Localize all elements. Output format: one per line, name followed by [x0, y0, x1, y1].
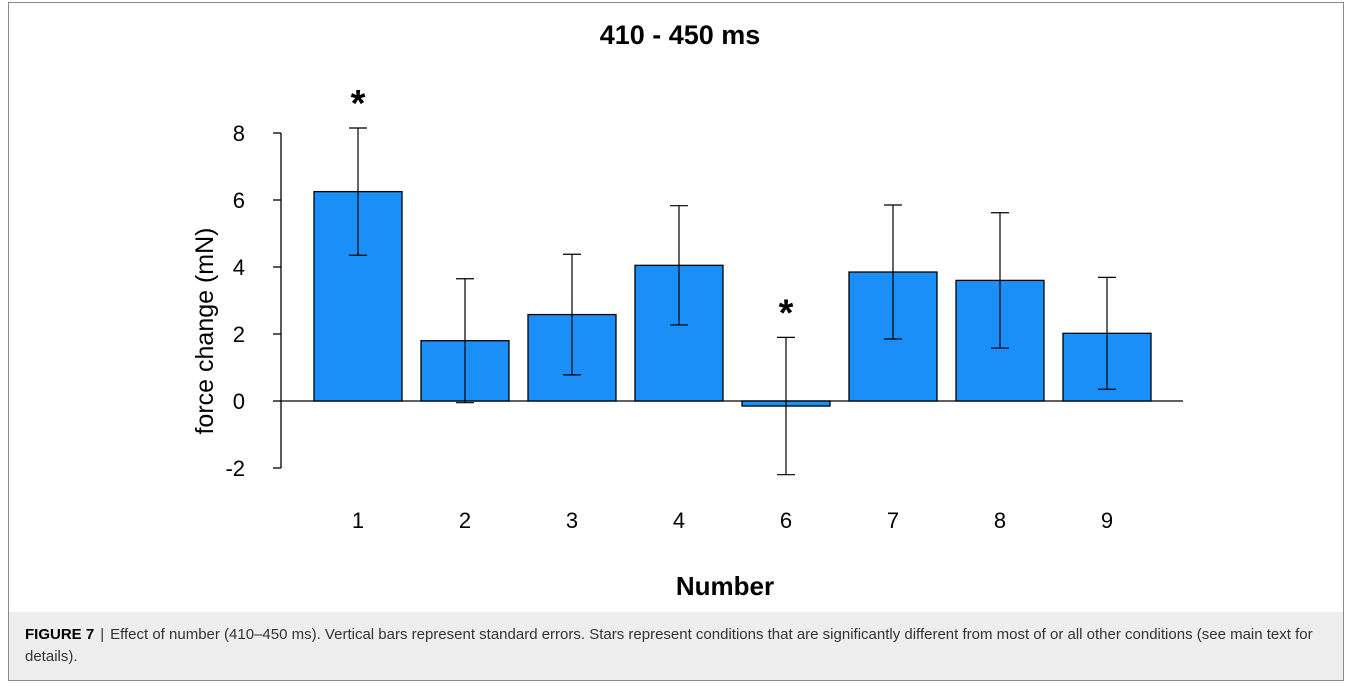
x-tick-label-3: 3	[566, 508, 578, 533]
y-tick-label: 0	[233, 389, 245, 414]
labels-group: -2 0 2 4 6 8 1 * 2 3 4 6 * 7 8 9	[225, 83, 1113, 533]
x-axis-label: Number	[676, 571, 774, 601]
axes	[273, 132, 1183, 469]
y-tick-label: 4	[233, 255, 245, 280]
y-tick-label: 8	[233, 121, 245, 146]
significance-star-6: *	[779, 292, 794, 334]
significance-star-1: *	[351, 83, 366, 125]
x-tick-label-7: 7	[887, 508, 899, 533]
x-tick-label-2: 2	[459, 508, 471, 533]
x-tick-label-4: 4	[673, 508, 685, 533]
y-tick-label: 2	[233, 322, 245, 347]
bars-group	[313, 190, 1152, 407]
y-tick-label: 6	[233, 188, 245, 213]
y-axis-label: force change (mN)	[191, 227, 219, 434]
caption-separator: |	[100, 626, 105, 643]
x-tick-label-6: 6	[780, 508, 792, 533]
x-tick-label-8: 8	[994, 508, 1006, 533]
caption-text: Effect of number (410–450 ms). Vertical …	[25, 626, 1313, 665]
x-tick-label-1: 1	[352, 508, 364, 533]
x-tick-label-9: 9	[1101, 508, 1113, 533]
chart-title: 410 - 450 ms	[600, 20, 761, 50]
figure-caption: FIGURE 7 | Effect of number (410–450 ms). …	[8, 612, 1344, 681]
caption-label: FIGURE 7	[25, 626, 95, 643]
bar-chart: 410 - 450 ms force change (mN) Number -2…	[191, 20, 1183, 601]
error-bars-group	[349, 127, 1116, 476]
y-tick-label: -2	[225, 456, 245, 481]
